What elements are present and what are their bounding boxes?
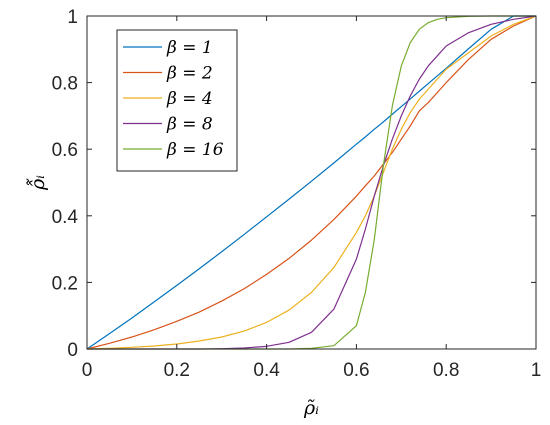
ticks: 0 0.2 0.4 0.6 0.8 1 0 0.2 0.4 0.6 0.8 1 [52, 7, 542, 381]
y-tick-label: 0.6 [52, 140, 78, 161]
x-tick-label: 1 [531, 360, 542, 381]
legend-label: β = 8 [166, 115, 213, 135]
y-tick-label: 0.8 [52, 74, 78, 95]
legend-label: β = 4 [166, 89, 213, 109]
x-tick-label: 0.6 [343, 360, 369, 381]
y-tick-label: 0.2 [52, 273, 78, 294]
y-tick-label: 1 [67, 7, 78, 28]
x-tick-label: 0.2 [164, 360, 190, 381]
legend-box [116, 29, 238, 172]
series-line-1 [86, 15, 537, 350]
y-axis-label: ρ̂̃ᵢ [27, 175, 49, 191]
legend: β = 1 β = 2 β = 4 β = 8 β = 16 [116, 29, 238, 172]
x-axis-label: ρ̃ᵢ [303, 397, 319, 419]
legend-label: β = 1 [166, 38, 213, 58]
legend-label: β = 16 [166, 140, 224, 160]
legend-label: β = 2 [166, 64, 213, 84]
plot-frame [86, 15, 537, 350]
series-line-2 [86, 15, 537, 350]
y-tick-label: 0.4 [52, 207, 79, 228]
axes [86, 15, 537, 350]
x-tick-label: 0.8 [433, 360, 459, 381]
y-tick-label: 0 [67, 340, 78, 361]
x-tick-label: 0.4 [253, 360, 280, 381]
series-line-0 [86, 15, 536, 350]
x-tick-label: 0 [82, 360, 93, 381]
